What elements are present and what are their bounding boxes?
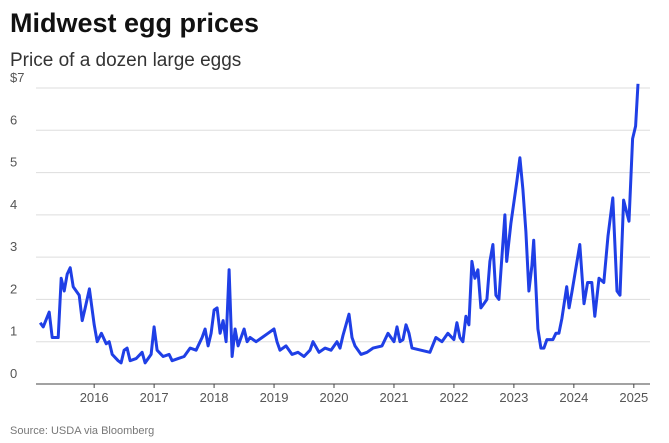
y-tick-label: 2 — [10, 281, 17, 296]
source-note: Source: USDA via Bloomberg — [10, 425, 154, 437]
chart-subtitle: Price of a dozen large eggs — [10, 50, 241, 71]
x-tick-label: 2020 — [320, 390, 349, 405]
x-tick-label: 2018 — [200, 390, 229, 405]
x-tick-label: 2016 — [80, 390, 109, 405]
y-tick-label: $7 — [10, 70, 24, 85]
y-tick-label: 3 — [10, 239, 17, 254]
x-tick-label: 2021 — [380, 390, 409, 405]
y-tick-label: 5 — [10, 155, 17, 170]
y-tick-label: 0 — [10, 366, 17, 381]
x-tick-label: 2019 — [260, 390, 289, 405]
chart-title: Midwest egg prices — [10, 8, 259, 38]
y-tick-label: 4 — [10, 197, 17, 212]
x-tick-label: 2023 — [499, 390, 528, 405]
y-tick-label: 6 — [10, 112, 17, 127]
price-line — [38, 83, 640, 365]
x-tick-label: 2022 — [439, 390, 468, 405]
x-tick-label: 2024 — [559, 390, 588, 405]
x-tick-label: 2017 — [140, 390, 169, 405]
x-tick-label: 2025 — [619, 390, 648, 405]
y-tick-label: 1 — [10, 324, 17, 339]
